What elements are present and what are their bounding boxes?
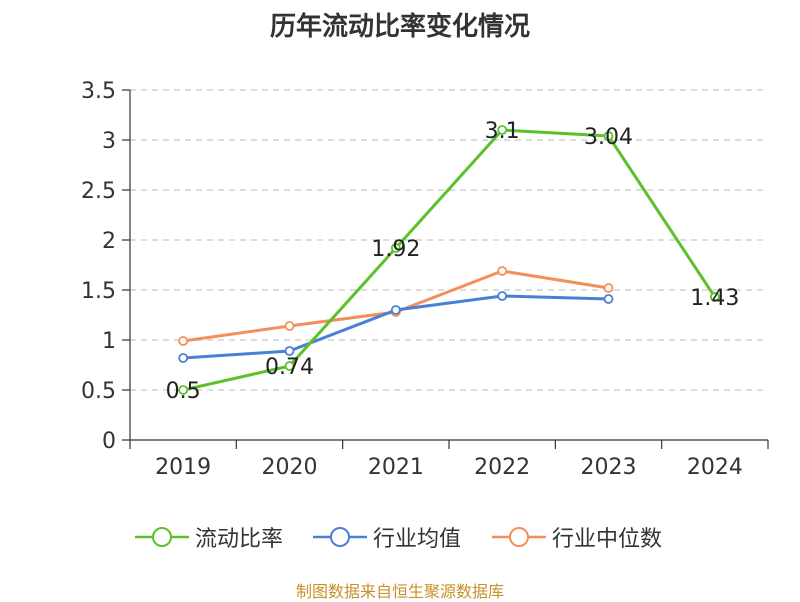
data-point-current-ratio bbox=[709, 292, 720, 302]
y-tick-label: 0.5 bbox=[81, 379, 116, 404]
legend: 流动比率 行业均值 行业中位数 bbox=[0, 520, 800, 554]
data-point-current-ratio bbox=[284, 361, 295, 371]
data-point-industry-mean bbox=[284, 346, 295, 356]
legend-industry-median-icon bbox=[492, 527, 546, 547]
y-tick-label: 2.5 bbox=[81, 179, 116, 204]
series-lines bbox=[178, 125, 720, 395]
data-point-industry-mean bbox=[603, 294, 614, 304]
data-label: 1.92 bbox=[371, 237, 420, 262]
legend-label: 行业中位数 bbox=[552, 527, 663, 552]
data-point-current-ratio bbox=[390, 243, 401, 253]
chart-title: 历年流动比率变化情况 bbox=[269, 12, 530, 42]
y-tick-label: 0 bbox=[102, 429, 116, 454]
data-label: 0.5 bbox=[166, 379, 201, 404]
data-label: 3.04 bbox=[584, 125, 633, 150]
data-point-industry-median bbox=[497, 266, 508, 276]
y-tick-label: 1.5 bbox=[81, 279, 116, 304]
legend-current-ratio-icon bbox=[135, 527, 189, 547]
data-point-current-ratio bbox=[497, 125, 508, 135]
data-point-industry-mean bbox=[497, 291, 508, 301]
data-point-industry-mean bbox=[390, 305, 401, 315]
data-point-industry-mean bbox=[178, 353, 189, 363]
data-label: 0.74 bbox=[265, 355, 314, 380]
data-labels: 0.5 0.74 1.92 3.1 3.04 1.43 bbox=[166, 119, 740, 404]
legend-item-current-ratio[interactable]: 流动比率 bbox=[133, 520, 283, 554]
x-tick-label: 2024 bbox=[687, 455, 743, 480]
y-tick-label: 3.5 bbox=[81, 79, 116, 104]
data-point-industry-median bbox=[284, 321, 295, 331]
x-tick-label: 2020 bbox=[262, 455, 318, 480]
legend-label: 行业均值 bbox=[373, 527, 462, 552]
legend-label: 流动比率 bbox=[195, 527, 284, 552]
grid-lines bbox=[130, 89, 768, 391]
data-point-current-ratio bbox=[603, 131, 614, 141]
source-note: 制图数据来自恒生聚源数据库 bbox=[295, 582, 504, 601]
legend-item-industry-median[interactable]: 行业中位数 bbox=[490, 520, 662, 554]
data-point-industry-median bbox=[178, 336, 189, 346]
x-tick-label: 2021 bbox=[368, 455, 424, 480]
axes: 0 0.5 1 1.5 2 2.5 3 3.5 2019 2020 2021 2022 2023 2024 bbox=[81, 79, 769, 480]
x-tick-label: 2023 bbox=[581, 455, 637, 480]
y-tick-label: 3 bbox=[102, 129, 116, 154]
legend-industry-mean-icon bbox=[313, 527, 367, 547]
y-tick-label: 1 bbox=[102, 329, 116, 354]
data-label: 1.43 bbox=[690, 286, 739, 311]
series-line-current-ratio bbox=[182, 128, 717, 392]
y-tick-label: 2 bbox=[102, 229, 116, 254]
x-tick-label: 2022 bbox=[474, 455, 530, 480]
data-point-industry-median bbox=[603, 283, 614, 293]
data-point-current-ratio bbox=[178, 385, 189, 395]
legend-item-industry-mean[interactable]: 行业均值 bbox=[311, 520, 461, 554]
x-tick-label: 2019 bbox=[155, 455, 211, 480]
data-label: 3.1 bbox=[485, 119, 520, 144]
